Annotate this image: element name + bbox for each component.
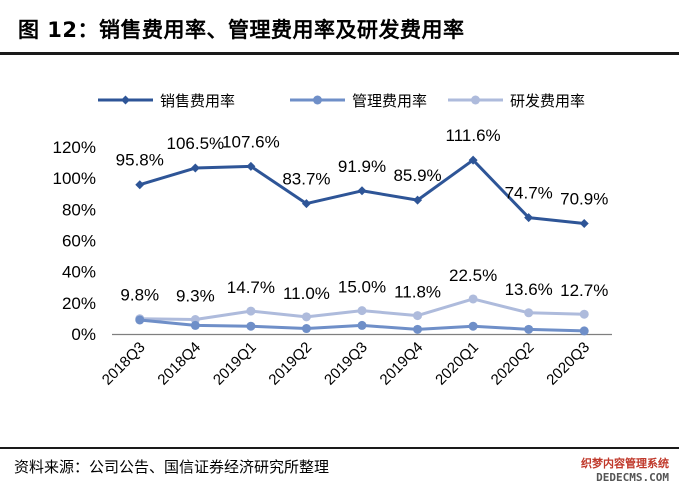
data-point	[524, 213, 534, 223]
watermark-line-2: DEDECMS.COM	[596, 471, 669, 484]
data-label: 11.0%	[283, 284, 330, 303]
data-point	[190, 320, 200, 330]
x-tick-label: 2018Q4	[154, 339, 204, 389]
data-point	[413, 195, 423, 205]
data-point	[468, 294, 478, 304]
data-point	[579, 219, 589, 229]
x-tick-label: 2020Q1	[432, 339, 482, 389]
data-point	[301, 312, 311, 322]
x-tick-label: 2019Q1	[210, 339, 260, 389]
page-title: 图 12：销售费用率、管理费用率及研发费用率	[18, 18, 465, 42]
data-point	[357, 306, 367, 316]
y-tick-label: 40%	[62, 263, 96, 282]
data-label: 9.8%	[120, 286, 159, 305]
title-bar: 图 12：销售费用率、管理费用率及研发费用率	[0, 0, 679, 54]
x-tick-label: 2020Q2	[488, 339, 538, 389]
data-label: 85.9%	[393, 166, 441, 185]
y-tick-label: 60%	[62, 232, 96, 251]
x-tick-label: 2019Q2	[265, 339, 315, 389]
data-point	[524, 324, 534, 334]
data-point	[357, 186, 367, 196]
data-label: 22.5%	[449, 266, 497, 285]
y-tick-label: 0%	[71, 325, 96, 344]
data-label: 111.6%	[446, 126, 501, 145]
data-label: 95.8%	[116, 151, 164, 170]
data-point	[579, 309, 589, 319]
data-point	[579, 326, 589, 336]
data-point	[413, 311, 423, 321]
y-tick-label: 80%	[62, 200, 96, 219]
data-label: 15.0%	[338, 278, 386, 297]
data-label: 106.5%	[166, 134, 224, 153]
data-point	[135, 315, 145, 325]
x-tick-label: 2019Q3	[321, 339, 371, 389]
line-chart: 0% 20% 40% 60% 80% 100% 120% 2018Q3 2018Q4 2019Q1…	[53, 92, 612, 389]
bottom-rule	[0, 447, 679, 449]
data-label: 11.8%	[394, 283, 441, 302]
data-label: 74.7%	[505, 184, 553, 203]
data-label: 12.7%	[560, 281, 608, 300]
data-point	[468, 321, 478, 331]
data-label: 70.9%	[560, 190, 608, 209]
data-point	[413, 324, 423, 334]
data-point	[190, 163, 200, 173]
x-tick-label: 2018Q3	[99, 339, 149, 389]
data-label: 13.6%	[505, 280, 553, 299]
legend-marker	[471, 95, 480, 105]
data-label: 91.9%	[338, 157, 386, 176]
data-label: 14.7%	[227, 278, 275, 297]
top-rule	[0, 52, 679, 55]
data-point	[135, 180, 145, 190]
y-tick-label: 20%	[62, 294, 96, 313]
y-tick-label: 120%	[53, 138, 96, 157]
legend-label: 研发费用率	[510, 92, 585, 110]
source-note: 资料来源：公司公告、国信证券经济研究所整理	[14, 458, 330, 476]
watermark-line-1: 织梦内容管理系统	[581, 457, 669, 470]
data-point	[357, 320, 367, 330]
data-label: 9.3%	[176, 287, 215, 306]
data-point	[301, 199, 311, 209]
data-point	[246, 306, 256, 316]
data-point	[301, 324, 311, 334]
x-tick-label: 2019Q4	[377, 339, 427, 389]
legend-label: 销售费用率	[160, 92, 235, 110]
watermark: 织梦内容管理系统 DEDECMS.COM	[581, 457, 669, 485]
data-point	[246, 321, 256, 331]
data-label: 107.6%	[222, 132, 280, 151]
legend-label: 管理费用率	[352, 92, 427, 110]
data-label: 83.7%	[282, 170, 330, 189]
y-tick-label: 100%	[53, 169, 96, 188]
x-tick-label: 2020Q3	[543, 339, 593, 389]
data-point	[468, 155, 478, 165]
legend-marker	[121, 95, 130, 105]
data-point	[246, 161, 256, 171]
legend-marker	[313, 95, 322, 105]
data-point	[524, 308, 534, 318]
